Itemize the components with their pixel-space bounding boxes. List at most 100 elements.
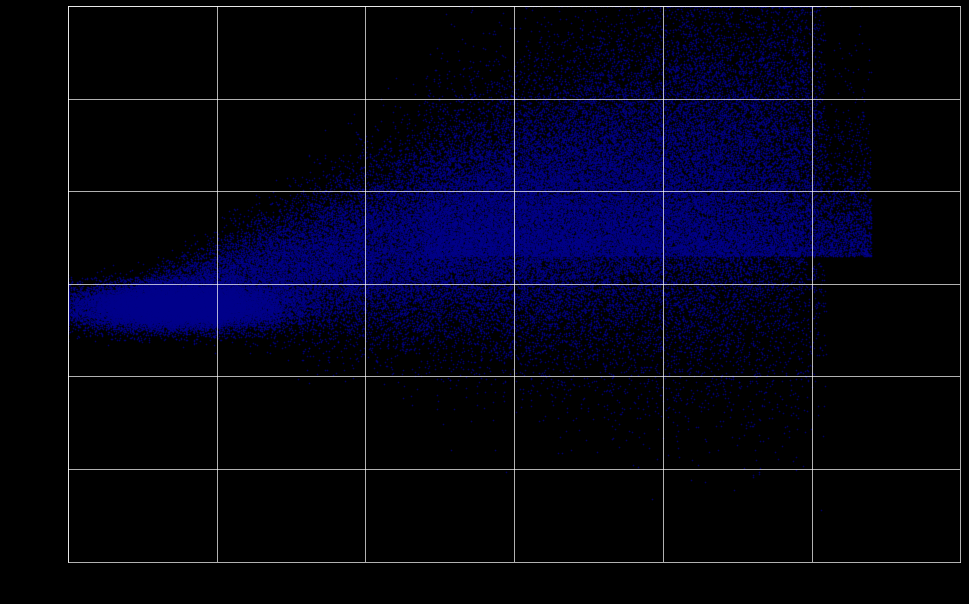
Point xyxy=(448,248,463,258)
Point xyxy=(481,243,496,253)
Point xyxy=(621,260,637,270)
Point xyxy=(609,336,624,346)
Point xyxy=(702,316,717,326)
Point xyxy=(218,308,234,318)
Point xyxy=(118,312,134,322)
Point xyxy=(568,413,583,423)
Point xyxy=(216,283,232,292)
Point xyxy=(317,286,332,295)
Point xyxy=(561,156,577,165)
Point xyxy=(495,388,511,397)
Point xyxy=(435,255,451,265)
Point xyxy=(714,167,730,177)
Point xyxy=(168,287,183,297)
Point xyxy=(578,190,593,200)
Point xyxy=(796,109,811,119)
Point xyxy=(558,262,574,271)
Point xyxy=(606,220,621,230)
Point xyxy=(187,292,203,302)
Point xyxy=(760,236,775,245)
Point xyxy=(204,320,220,329)
Point xyxy=(167,295,182,305)
Point xyxy=(647,219,663,229)
Point xyxy=(641,175,656,185)
Point xyxy=(547,319,562,329)
Point xyxy=(437,219,453,228)
Point xyxy=(516,110,532,120)
Point xyxy=(607,415,622,425)
Point xyxy=(560,152,576,162)
Point xyxy=(642,250,658,260)
Point xyxy=(116,307,132,316)
Point xyxy=(225,315,240,325)
Point xyxy=(196,294,211,303)
Point xyxy=(395,277,411,287)
Point xyxy=(337,190,353,199)
Point xyxy=(535,181,550,191)
Point xyxy=(425,157,441,167)
Point xyxy=(106,286,121,296)
Point xyxy=(432,215,448,225)
Point xyxy=(702,138,717,148)
Point xyxy=(616,200,632,210)
Point xyxy=(738,121,754,130)
Point xyxy=(766,233,782,242)
Point xyxy=(283,242,298,251)
Point xyxy=(198,298,213,307)
Point xyxy=(465,215,481,225)
Point xyxy=(200,298,215,307)
Point xyxy=(222,287,237,297)
Point xyxy=(228,300,243,309)
Point xyxy=(235,296,251,306)
Point xyxy=(66,317,81,327)
Point xyxy=(601,223,616,233)
Point xyxy=(481,245,496,255)
Point xyxy=(626,278,641,288)
Point xyxy=(205,284,221,294)
Point xyxy=(193,307,208,317)
Point xyxy=(570,186,585,196)
Point xyxy=(173,301,189,310)
Point xyxy=(129,283,144,293)
Point xyxy=(156,290,172,300)
Point xyxy=(473,338,488,347)
Point xyxy=(593,27,609,36)
Point xyxy=(153,306,169,316)
Point xyxy=(203,309,219,318)
Point xyxy=(451,225,466,234)
Point xyxy=(253,301,268,310)
Point xyxy=(652,215,668,225)
Point xyxy=(595,278,610,288)
Point xyxy=(655,215,671,225)
Point xyxy=(354,324,369,334)
Point xyxy=(558,224,574,234)
Point xyxy=(256,236,271,246)
Point xyxy=(796,135,811,144)
Point xyxy=(696,129,711,138)
Point xyxy=(285,258,300,268)
Point xyxy=(465,271,481,280)
Point xyxy=(403,257,419,267)
Point xyxy=(88,302,104,312)
Point xyxy=(721,195,736,205)
Point xyxy=(501,260,516,269)
Point xyxy=(156,288,172,297)
Point xyxy=(532,168,547,178)
Point xyxy=(192,280,207,289)
Point xyxy=(703,233,718,242)
Point xyxy=(698,217,713,227)
Point xyxy=(508,233,523,242)
Point xyxy=(87,299,103,309)
Point xyxy=(516,217,531,226)
Point xyxy=(402,281,418,291)
Point xyxy=(192,311,207,321)
Point xyxy=(441,333,456,342)
Point xyxy=(713,248,729,257)
Point xyxy=(592,193,608,202)
Point xyxy=(188,309,203,318)
Point xyxy=(220,294,235,304)
Point xyxy=(681,237,697,246)
Point xyxy=(521,219,537,229)
Point xyxy=(167,313,182,323)
Point xyxy=(855,111,870,121)
